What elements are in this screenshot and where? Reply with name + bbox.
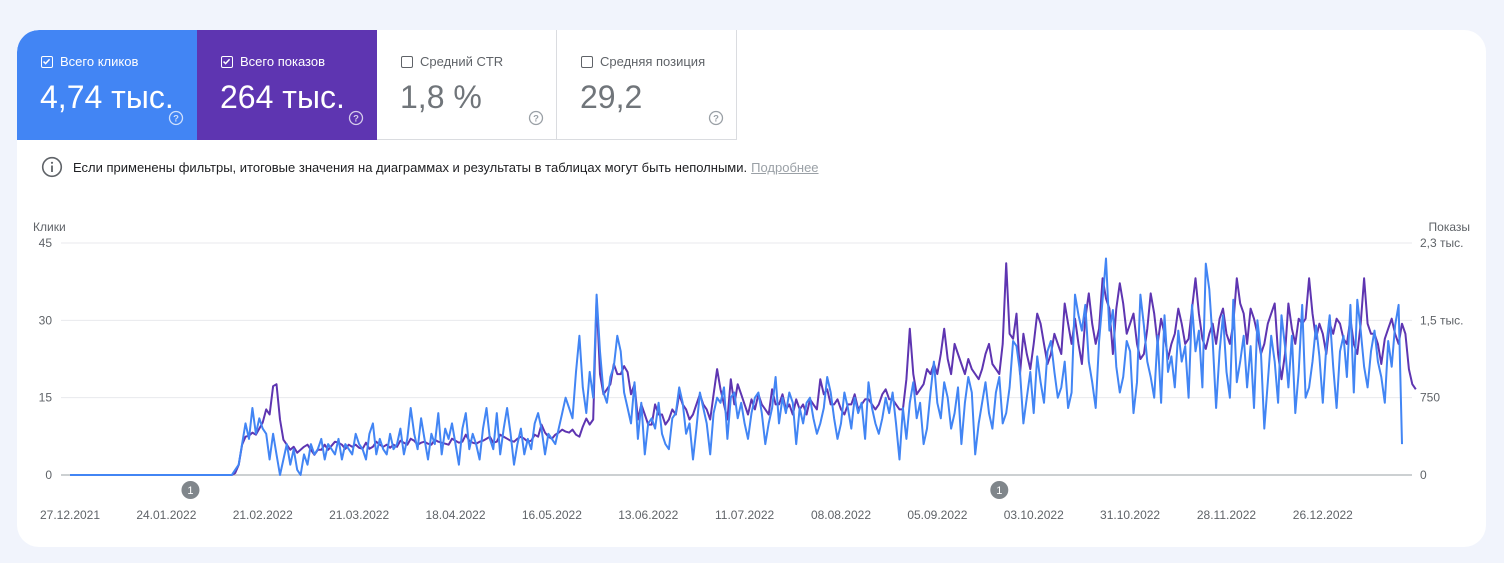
x-tick-label: 31.10.2022 <box>1100 508 1160 522</box>
svg-text:?: ? <box>173 114 179 125</box>
x-tick-label: 16.05.2022 <box>522 508 582 522</box>
metric-label: Всего кликов <box>60 54 139 69</box>
checkbox-unchecked-icon[interactable] <box>401 56 413 68</box>
info-icon <box>41 156 63 178</box>
clicks-series-line <box>70 257 1403 476</box>
annotation-label: 1 <box>996 485 1002 497</box>
metric-tiles: Всего кликов 4,74 тыс. ? Всего показов 2… <box>17 30 737 140</box>
right-tick-label: 2,3 тыс. <box>1420 236 1463 250</box>
x-tick-label: 28.11.2022 <box>1197 508 1256 522</box>
svg-text:?: ? <box>713 114 719 125</box>
metric-label: Всего показов <box>240 54 325 69</box>
x-tick-label: 24.01.2022 <box>136 508 196 522</box>
help-icon[interactable]: ? <box>528 110 544 126</box>
performance-card: Всего кликов 4,74 тыс. ? Всего показов 2… <box>17 30 1486 547</box>
checkbox-checked-icon[interactable] <box>221 56 233 68</box>
left-tick-label: 0 <box>45 468 52 482</box>
help-icon[interactable]: ? <box>168 110 184 126</box>
checkbox-unchecked-icon[interactable] <box>581 56 593 68</box>
metric-tile-impressions[interactable]: Всего показов 264 тыс. ? <box>197 30 377 140</box>
x-tick-label: 21.03.2022 <box>329 508 389 522</box>
annotation-label: 1 <box>187 485 193 497</box>
filter-info-banner: Если применены фильтры, итоговые значени… <box>41 156 819 178</box>
learn-more-link[interactable]: Подробнее <box>751 159 819 175</box>
help-icon[interactable]: ? <box>708 110 724 126</box>
checkbox-checked-icon[interactable] <box>41 56 53 68</box>
x-tick-label: 03.10.2022 <box>1004 508 1064 522</box>
info-text: Если применены фильтры, итоговые значени… <box>73 159 748 175</box>
x-tick-label: 05.09.2022 <box>907 508 967 522</box>
metric-value: 4,74 тыс. <box>40 79 174 115</box>
help-icon[interactable]: ? <box>348 110 364 126</box>
x-tick-label: 21.02.2022 <box>233 508 293 522</box>
svg-text:?: ? <box>353 114 359 125</box>
x-tick-label: 18.04.2022 <box>425 508 485 522</box>
metric-value: 1,8 % <box>400 79 482 115</box>
annotation-marker[interactable] <box>990 481 1009 499</box>
performance-chart: Клики Показы 45 2,3 тыс. 30 1,5 тыс. 15 750 0 0 27… <box>33 220 1470 522</box>
x-tick-label: 08.08.2022 <box>811 508 871 522</box>
left-tick-label: 30 <box>39 313 53 327</box>
left-tick-label: 15 <box>39 391 53 405</box>
metric-label: Средняя позиция <box>600 54 706 69</box>
right-tick-label: 750 <box>1420 391 1440 405</box>
left-tick-label: 45 <box>39 236 53 250</box>
left-axis-title: Клики <box>33 220 66 234</box>
right-axis-title: Показы <box>1429 220 1470 234</box>
x-tick-label: 27.12.2021 <box>40 508 100 522</box>
metric-tile-clicks[interactable]: Всего кликов 4,74 тыс. ? <box>17 30 197 140</box>
x-tick-label: 11.07.2022 <box>715 508 774 522</box>
svg-text:?: ? <box>533 114 539 125</box>
metric-label: Средний CTR <box>420 54 504 69</box>
x-tick-label: 26.12.2022 <box>1293 508 1353 522</box>
right-tick-label: 1,5 тыс. <box>1420 313 1463 327</box>
x-tick-label: 13.06.2022 <box>618 508 678 522</box>
metric-value: 264 тыс. <box>220 79 345 115</box>
annotation-marker[interactable] <box>181 481 200 499</box>
metric-tile-position[interactable]: Средняя позиция 29,2 ? <box>557 30 737 140</box>
right-tick-label: 0 <box>1420 468 1427 482</box>
metric-value: 29,2 <box>580 79 643 115</box>
metric-tile-ctr[interactable]: Средний CTR 1,8 % ? <box>377 30 557 140</box>
